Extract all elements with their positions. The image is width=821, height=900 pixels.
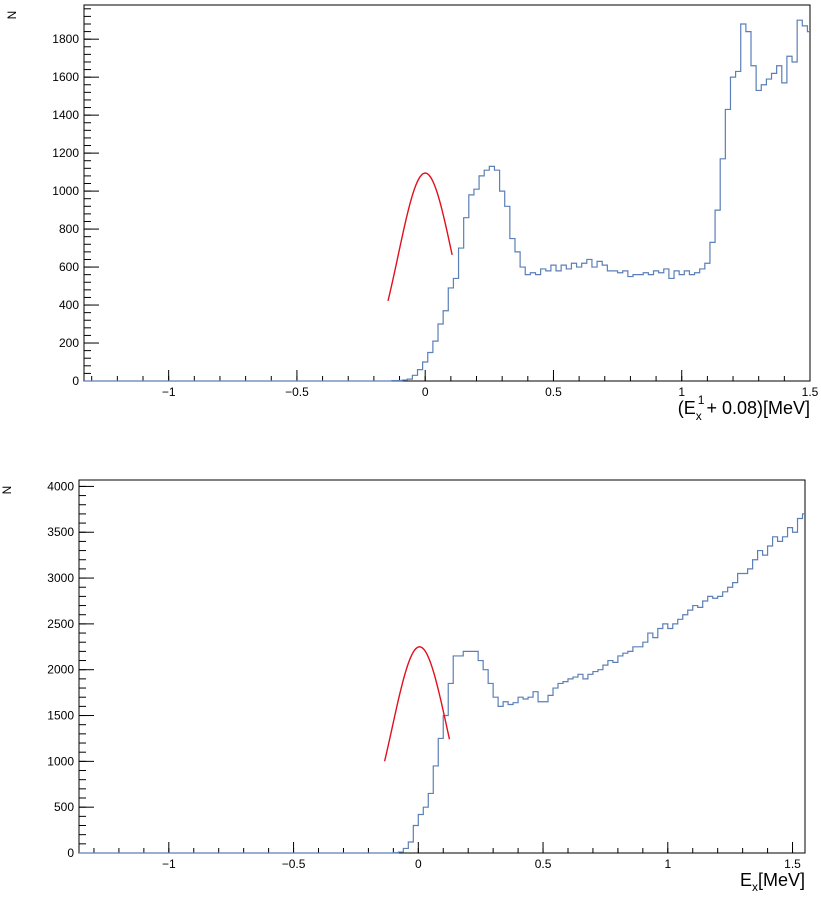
y-tick-label: 400 xyxy=(59,298,79,312)
x-axis-label-rest: [MeV] xyxy=(758,870,805,890)
top-histogram-panel: −1 −0.5 0 0.5 1 1.5 0 200 400 600 800 1000 1200 1400 1… xyxy=(5,4,819,423)
y-tick-label: 0 xyxy=(72,374,79,388)
y-tick-label: 800 xyxy=(59,222,79,236)
y-tick-label: 500 xyxy=(54,800,74,814)
x-axis-label-open: (E xyxy=(678,398,696,418)
x-tick-label: −0.5 xyxy=(285,385,309,399)
y-tick-label: 2500 xyxy=(47,617,74,631)
x-tick-label: 0.5 xyxy=(535,857,552,871)
x-tick-label: 1.5 xyxy=(802,385,819,399)
x-axis-label-rest: + 0.08)[MeV] xyxy=(706,398,810,418)
bottom-histogram-panel: −1 −0.5 0 0.5 1 1.5 0 500 1000 1500 2000 2500 3000 35… xyxy=(0,479,806,894)
gaussian-fit-curve xyxy=(387,172,453,302)
x-tick-label: 0.5 xyxy=(545,385,562,399)
plot-frame xyxy=(78,479,806,854)
y-tick-label: 600 xyxy=(59,260,79,274)
histogram-series xyxy=(79,513,806,854)
y-tick-label: 1000 xyxy=(52,184,79,198)
y-axis-label: N xyxy=(0,486,14,495)
x-axis-label: (Ex 1 + 0.08)[MeV] xyxy=(678,393,810,423)
y-tick-label: 200 xyxy=(59,336,79,350)
x-tick-label: −1 xyxy=(162,385,176,399)
y-tick-label: 1000 xyxy=(47,754,74,768)
y-tick-label: 1600 xyxy=(52,70,79,84)
y-tick-label: 1800 xyxy=(52,32,79,46)
x-tick-label: 1 xyxy=(678,385,685,399)
x-tick-label: 1 xyxy=(664,857,671,871)
y-tick-label: 1200 xyxy=(52,146,79,160)
y-tick-label: 4000 xyxy=(47,479,74,493)
x-axis-label-subscript: x xyxy=(696,409,702,423)
x-tick-label: −0.5 xyxy=(282,857,306,871)
y-tick-label: 1500 xyxy=(47,709,74,723)
plot-frame xyxy=(83,4,811,382)
x-tick-label: 0 xyxy=(415,857,422,871)
y-axis-label: N xyxy=(5,11,19,20)
x-axis-label-superscript: 1 xyxy=(698,393,705,407)
x-tick-label: −1 xyxy=(162,857,176,871)
x-tick-label: 1.5 xyxy=(784,857,801,871)
y-tick-label: 3500 xyxy=(47,525,74,539)
y-tick-label: 3000 xyxy=(47,571,74,585)
gaussian-fit-curve xyxy=(383,646,451,762)
x-tick-label: 0 xyxy=(422,385,429,399)
x-axis-label-subscript: x xyxy=(752,880,758,894)
x-axis-label: Ex[MeV] xyxy=(740,870,805,894)
histogram-series xyxy=(84,19,811,382)
y-tick-label: 2000 xyxy=(47,663,74,677)
x-axis-label-main: E xyxy=(740,870,752,890)
y-tick-label: 0 xyxy=(67,846,74,860)
y-tick-label: 1400 xyxy=(52,108,79,122)
